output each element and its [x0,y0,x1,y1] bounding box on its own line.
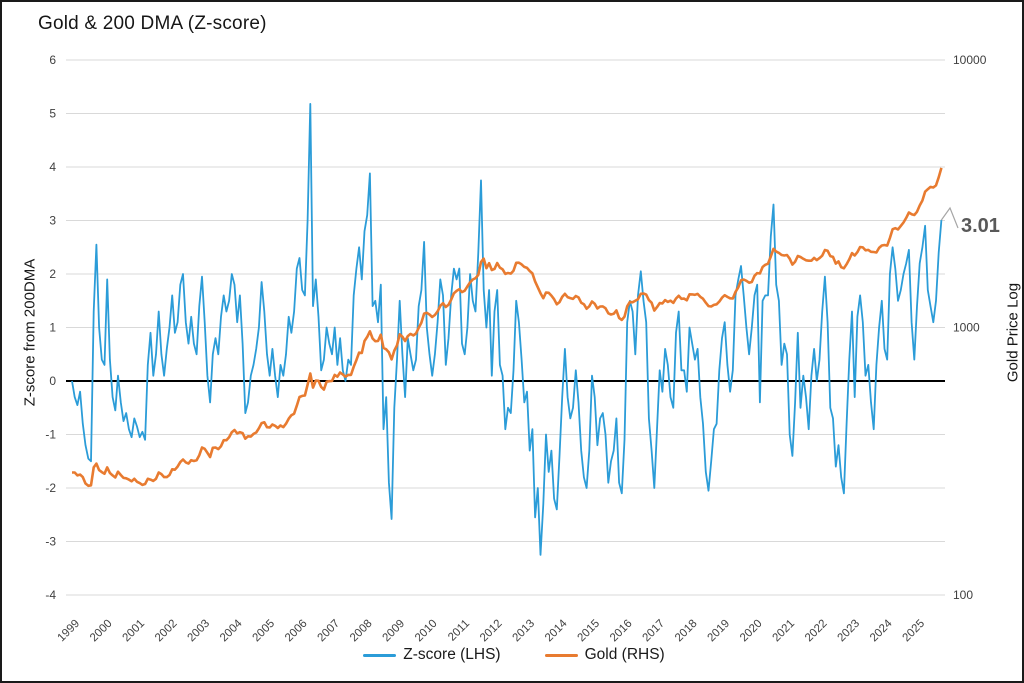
zscore-line-swatch [363,653,397,657]
x-axis-tick-label: 2023 [836,618,863,645]
legend-item-gold: Gold (RHS) [544,646,665,664]
x-axis-tick-label: 2009 [381,618,408,645]
right-axis-tick-label: 1000 [953,321,980,335]
left-axis-tick-label: -3 [45,535,56,549]
x-axis-tick-label: 2012 [478,618,505,645]
x-axis-tick-label: 2000 [88,618,115,645]
legend-item-zscore: Z-score (LHS) [363,646,501,664]
x-axis-tick-label: 2015 [576,618,603,645]
x-axis-tick-label: 2011 [446,618,472,644]
left-axis-tick-label: -1 [45,428,56,442]
left-axis-tick-label: 2 [49,267,56,281]
x-axis-tick-label: 2024 [868,617,895,644]
x-axis-tick-label: 2017 [641,618,668,645]
x-axis-tick-label: 2020 [738,618,765,645]
series-line-gold [72,167,943,488]
chart-title: Gold & 200 DMA (Z-score) [38,13,267,34]
left-axis-tick-label: 6 [49,53,56,67]
left-axis-tick-label: 4 [49,160,56,174]
x-axis-tick-label: 2003 [186,618,213,645]
x-axis-tick-label: 2021 [771,618,798,645]
x-axis-tick-label: 2001 [121,618,148,645]
legend: Z-score (LHS) Gold (RHS) [2,646,1022,664]
left-axis-tick-label: 0 [49,374,56,388]
x-axis-tick-label: 1999 [56,618,83,645]
right-axis-tick-label: 100 [953,588,973,602]
right-axis-tick-label: 10000 [953,53,987,67]
left-axis-tick-label: 3 [49,214,56,228]
x-axis-tick-label: 2016 [608,618,635,645]
series-line-zscore [71,103,943,556]
legend-label-gold: Gold (RHS) [584,646,665,663]
x-axis-tick-label: 2005 [251,618,278,645]
left-axis-tick-label: 5 [49,107,56,121]
x-axis-tick-label: 2018 [673,618,700,645]
x-axis-tick-label: 2008 [348,618,375,645]
x-axis-tick-label: 2002 [153,618,180,645]
x-axis-tick-label: 2019 [706,618,733,645]
x-axis-tick-label: 2004 [218,617,245,644]
left-axis-tick-label: -2 [45,481,56,495]
left-axis-tick-label: -4 [45,588,56,602]
x-axis-tick-label: 2013 [511,618,538,645]
legend-label-zscore: Z-score (LHS) [403,646,501,663]
last-value-label: 3.01 [961,215,1000,237]
x-axis-tick-label: 2006 [283,618,310,645]
left-axis-tick-label: 1 [49,321,56,335]
x-axis-tick-label: 2025 [901,618,928,645]
annotation-leader-line [940,206,959,229]
x-axis-tick-label: 2007 [316,618,343,645]
x-axis-tick-label: 2014 [543,617,570,644]
x-axis-tick-label: 2010 [413,618,440,645]
gold-line-swatch [544,653,578,657]
x-axis-tick-label: 2022 [803,618,830,645]
